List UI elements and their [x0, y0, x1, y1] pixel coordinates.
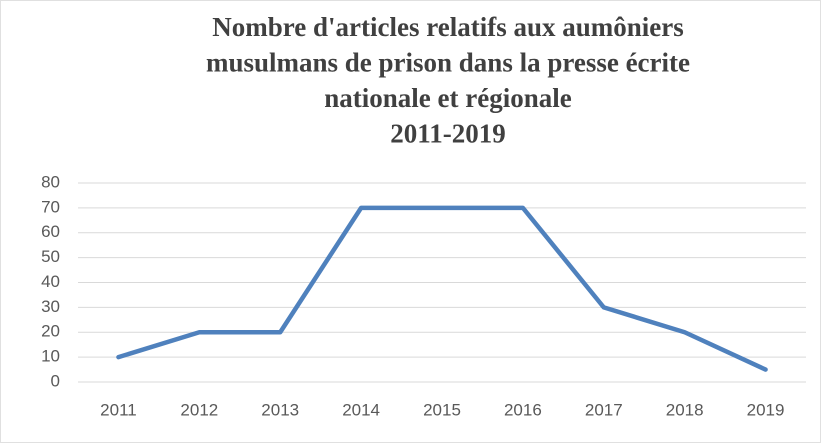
x-tick-label: 2011	[100, 400, 137, 419]
x-tick-label: 2015	[423, 400, 461, 419]
y-tick-label: 10	[41, 347, 60, 366]
x-tick-label: 2016	[504, 400, 542, 419]
chart-title: 2011-2019	[390, 119, 506, 149]
x-tick-label: 2012	[180, 400, 218, 419]
x-tick-label: 2019	[747, 400, 785, 419]
y-tick-label: 0	[51, 371, 60, 390]
y-tick-label: 60	[41, 222, 60, 241]
x-tick-label: 2014	[342, 400, 380, 419]
x-tick-label: 2017	[585, 400, 623, 419]
chart-title: musulmans de prison dans la presse écrit…	[206, 48, 690, 78]
y-tick-label: 70	[41, 197, 60, 216]
y-tick-label: 30	[41, 297, 60, 316]
y-tick-label: 50	[41, 247, 60, 266]
y-tick-label: 80	[41, 172, 60, 191]
x-tick-label: 2013	[261, 400, 299, 419]
chart-title: Nombre d'articles relatifs aux aumôniers	[212, 12, 683, 42]
y-tick-label: 20	[41, 322, 60, 341]
line	[116, 205, 768, 372]
x-tick-label: 2018	[666, 400, 704, 419]
chart-title: nationale et régionale	[324, 83, 571, 113]
y-tick-label: 40	[41, 272, 60, 291]
